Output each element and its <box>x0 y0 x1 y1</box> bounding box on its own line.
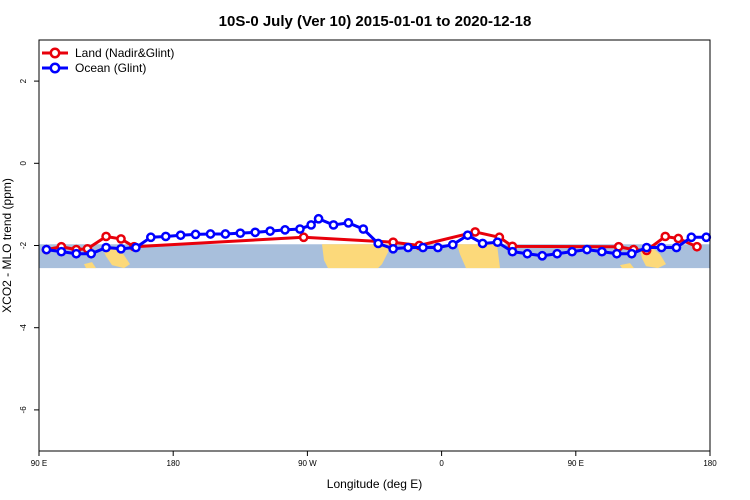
data-point <box>403 242 413 253</box>
series-2 <box>41 213 712 261</box>
y-tick-label: 0 <box>19 161 28 166</box>
legend-swatch-marker <box>49 62 61 74</box>
legend: Land (Nadir&Glint)Ocean (Glint) <box>42 46 174 75</box>
data-point <box>131 242 141 253</box>
x-tick-label: 180 <box>703 459 717 468</box>
data-point <box>373 238 384 249</box>
data-point <box>220 229 231 239</box>
y-tick-label: 2 <box>19 78 28 83</box>
plot-series <box>41 213 712 261</box>
data-point <box>418 242 428 253</box>
data-point <box>306 220 316 230</box>
data-point <box>205 229 216 239</box>
world-map-strip <box>39 244 710 269</box>
legend-label: Land (Nadir&Glint) <box>75 46 174 60</box>
data-point <box>265 226 275 236</box>
data-point <box>611 248 622 259</box>
data-point <box>328 220 339 230</box>
data-point <box>552 248 563 259</box>
data-point <box>145 232 156 243</box>
data-point <box>298 232 309 243</box>
data-point <box>160 231 171 242</box>
x-tick-label: 90 W <box>298 459 317 468</box>
legend-swatch-marker <box>49 47 61 59</box>
y-tick-label: -6 <box>19 406 28 414</box>
data-point <box>492 237 503 248</box>
data-point <box>250 227 261 238</box>
x-tick-label: 0 <box>439 459 444 468</box>
data-point <box>358 224 369 234</box>
data-point <box>295 224 305 234</box>
y-tick-label: -4 <box>19 324 28 332</box>
data-point <box>313 213 324 224</box>
data-point <box>447 239 458 250</box>
data-point <box>41 244 52 255</box>
data-point <box>101 231 111 242</box>
land-shape <box>103 247 130 269</box>
data-point <box>343 218 354 228</box>
data-point <box>175 230 186 241</box>
data-point <box>582 244 592 255</box>
legend-label: Ocean (Glint) <box>75 61 146 75</box>
data-point <box>701 232 712 243</box>
y-axis: 2 0 -2 -4 -6 <box>19 78 39 413</box>
x-tick-label: 180 <box>167 459 181 468</box>
legend-item-2: Ocean (Glint) <box>42 61 146 75</box>
data-point <box>522 248 533 259</box>
data-point <box>507 246 518 257</box>
series-line <box>46 217 707 258</box>
x-axis-label: Longitude (deg E) <box>327 477 422 491</box>
data-point <box>433 242 443 253</box>
data-point <box>190 229 201 240</box>
data-point <box>462 230 473 241</box>
data-point <box>86 248 97 259</box>
data-point <box>692 241 702 252</box>
data-point <box>470 227 480 237</box>
data-point <box>116 234 126 244</box>
data-point <box>673 233 684 244</box>
y-axis-label: XCO2 - MLO trend (ppm) <box>0 178 14 313</box>
legend-item-1: Land (Nadir&Glint) <box>42 46 174 60</box>
data-point <box>671 242 682 253</box>
data-point <box>641 242 652 253</box>
data-point <box>101 242 111 253</box>
data-point <box>597 246 607 257</box>
x-axis: 90 E 180 90 W 0 90 E 180 <box>31 451 717 468</box>
y-tick-label: -2 <box>19 241 28 249</box>
land-shape <box>457 244 500 269</box>
data-point <box>567 246 577 257</box>
data-point <box>116 243 126 254</box>
data-point <box>235 228 246 239</box>
data-point <box>537 250 548 261</box>
land-shape <box>620 263 634 269</box>
data-point <box>686 232 697 243</box>
data-point <box>477 238 488 249</box>
x-tick-label: 90 E <box>568 459 584 468</box>
data-point <box>626 248 637 259</box>
data-point <box>56 246 67 257</box>
chart-title: 10S-0 July (Ver 10) 2015-01-01 to 2020-1… <box>219 13 532 30</box>
data-point <box>656 242 667 253</box>
data-point <box>280 225 290 235</box>
land-shape <box>322 244 390 269</box>
x-tick-label: 90 E <box>31 459 47 468</box>
data-point <box>388 243 398 254</box>
data-point <box>71 248 82 259</box>
land-shape <box>84 262 96 269</box>
data-point <box>660 231 671 242</box>
